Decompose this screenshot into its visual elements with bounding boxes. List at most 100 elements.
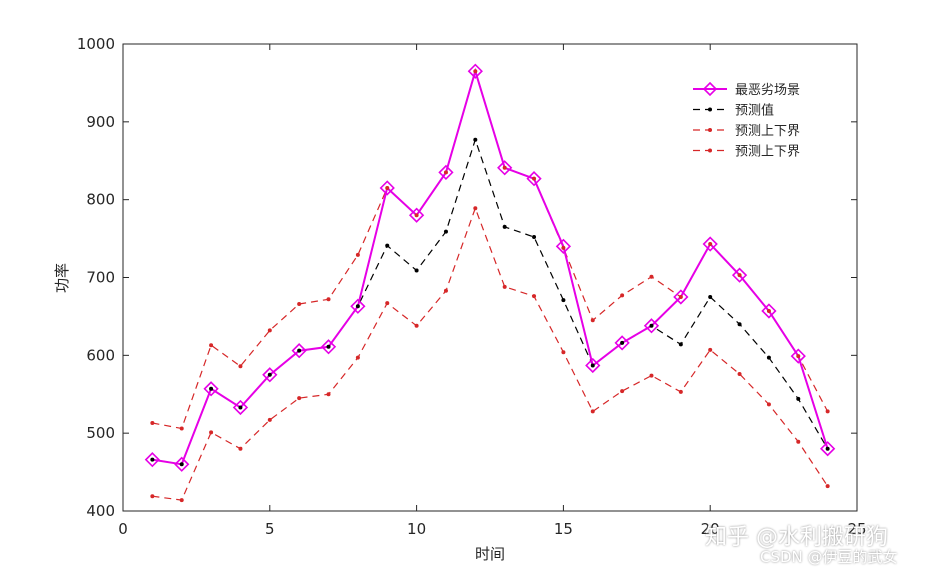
series-point bbox=[502, 224, 507, 229]
csdn-watermark: CSDN @伊豆的武女 bbox=[760, 548, 898, 566]
series-point bbox=[408, 207, 425, 223]
series-point bbox=[590, 318, 595, 323]
series-point bbox=[467, 63, 483, 79]
y-tick-label: 800 bbox=[86, 191, 115, 209]
series-point bbox=[320, 339, 337, 355]
series-point bbox=[796, 439, 801, 444]
series-point bbox=[702, 236, 718, 252]
series-line bbox=[152, 69, 829, 430]
series-point bbox=[238, 405, 243, 410]
legend-label: 预测上下界 bbox=[735, 124, 800, 139]
legend-label: 预测值 bbox=[735, 103, 774, 119]
series-point bbox=[443, 170, 448, 175]
series-point bbox=[355, 304, 360, 309]
series-point bbox=[326, 392, 331, 397]
series-point bbox=[590, 363, 595, 368]
series-point bbox=[438, 164, 454, 181]
x-tick-label: 20 bbox=[701, 520, 720, 538]
legend-label: 预测上下界 bbox=[735, 145, 800, 160]
series-point bbox=[238, 364, 243, 369]
series-point bbox=[355, 355, 360, 360]
series-point bbox=[678, 389, 683, 394]
series-markers bbox=[144, 63, 836, 503]
series-point bbox=[326, 297, 331, 302]
series-point bbox=[262, 367, 278, 383]
series-point bbox=[414, 213, 419, 218]
series-point bbox=[267, 417, 272, 422]
y-tick-label: 900 bbox=[86, 113, 115, 131]
series-point bbox=[297, 301, 302, 306]
series-point bbox=[820, 441, 836, 457]
series-point bbox=[796, 354, 801, 359]
series-point bbox=[355, 252, 360, 257]
series-point bbox=[267, 328, 272, 333]
series-point bbox=[209, 430, 214, 435]
x-tick-label: 15 bbox=[554, 520, 573, 538]
x-axis: 0 5 10 15 20 25 bbox=[118, 44, 867, 538]
series-point bbox=[179, 498, 184, 503]
series-point bbox=[473, 69, 478, 74]
series-point bbox=[790, 348, 806, 364]
series-point bbox=[643, 318, 660, 334]
series-point bbox=[238, 446, 243, 451]
y-axis: 400 500 600 700 800 900 1000 bbox=[77, 35, 857, 520]
y-tick-label: 400 bbox=[86, 502, 115, 520]
series-point bbox=[379, 180, 395, 196]
y-tick-label: 1000 bbox=[77, 35, 115, 53]
series-point bbox=[620, 293, 625, 298]
series-point bbox=[414, 268, 419, 273]
zhihu-watermark: 知乎 @水利搬研狗 bbox=[705, 525, 888, 550]
series-point bbox=[532, 294, 537, 299]
legend-marker bbox=[708, 148, 712, 153]
series-point bbox=[620, 389, 625, 394]
series-point bbox=[179, 426, 184, 431]
series-point bbox=[766, 308, 771, 313]
series-point bbox=[150, 421, 155, 426]
series-point bbox=[350, 298, 366, 314]
series-point bbox=[473, 137, 478, 142]
series-point bbox=[473, 206, 478, 211]
series-point bbox=[708, 347, 713, 352]
series-lines bbox=[152, 67, 829, 501]
series-point bbox=[678, 342, 683, 347]
series-point bbox=[526, 171, 542, 187]
series-point bbox=[796, 396, 801, 401]
series-point bbox=[326, 344, 331, 349]
series-point bbox=[443, 229, 448, 234]
series-point bbox=[203, 381, 219, 397]
series-point bbox=[761, 303, 777, 319]
series-point bbox=[561, 245, 566, 250]
series-point bbox=[766, 402, 771, 407]
series-point bbox=[502, 284, 507, 289]
series-line bbox=[152, 67, 829, 466]
series-point bbox=[766, 355, 771, 360]
series-point bbox=[737, 322, 742, 327]
series-point bbox=[532, 235, 537, 240]
series-point bbox=[825, 484, 830, 489]
series-point bbox=[678, 294, 683, 299]
y-tick-label: 500 bbox=[86, 424, 115, 442]
series-point bbox=[414, 323, 419, 328]
series-point bbox=[673, 289, 689, 305]
legend-marker bbox=[708, 107, 712, 112]
series-point bbox=[561, 350, 566, 355]
series-point bbox=[209, 343, 214, 348]
series-point bbox=[561, 298, 566, 303]
series-point bbox=[385, 301, 390, 306]
series-point bbox=[174, 456, 190, 472]
series-point bbox=[179, 462, 184, 467]
series-point bbox=[532, 176, 537, 181]
series-point bbox=[555, 238, 572, 254]
series-point bbox=[737, 273, 742, 278]
series-point bbox=[649, 373, 654, 378]
series-point bbox=[649, 274, 654, 279]
y-tick-label: 600 bbox=[86, 346, 115, 364]
y-tick-label: 700 bbox=[86, 269, 115, 287]
x-tick-label: 10 bbox=[407, 520, 426, 538]
series-point bbox=[443, 288, 448, 293]
series-point bbox=[649, 323, 654, 328]
x-tick-label: 5 bbox=[265, 520, 275, 538]
series-point bbox=[590, 409, 595, 414]
series-point bbox=[297, 348, 302, 353]
